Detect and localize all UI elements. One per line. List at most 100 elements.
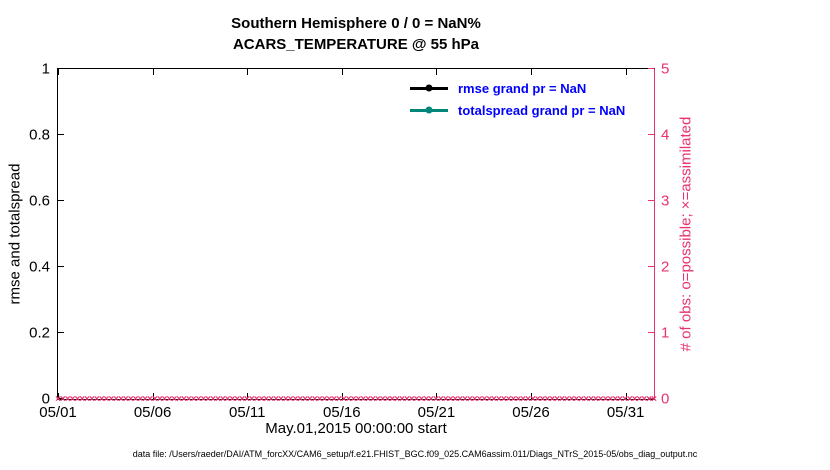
obs-assimilated-marker: × bbox=[476, 393, 483, 405]
obs-assimilated-marker: × bbox=[195, 393, 202, 405]
chart-title: Southern Hemisphere 0 / 0 = NaN% ACARS_T… bbox=[57, 13, 655, 55]
x-tick-label: 05/06 bbox=[133, 404, 172, 421]
obs-assimilated-marker: × bbox=[433, 393, 439, 405]
obs-assimilated-marker: × bbox=[437, 393, 444, 405]
obs-assimilated-marker: × bbox=[200, 393, 207, 405]
totalspread-line-marker-swatch bbox=[410, 108, 448, 112]
obs-assimilated-marker: × bbox=[520, 393, 527, 405]
obs-assimilated-marker: × bbox=[452, 393, 459, 405]
obs-assimilated-marker: × bbox=[277, 393, 284, 405]
obs-assimilated-marker: × bbox=[137, 393, 144, 405]
obs-assimilated-marker: × bbox=[554, 393, 560, 405]
y-left-tick-mark bbox=[58, 68, 64, 69]
y-left-tick-mark bbox=[58, 398, 64, 399]
obs-assimilated-marker: × bbox=[345, 393, 352, 405]
obs-assimilated-marker: × bbox=[505, 393, 512, 405]
obs-assimilated-marker: × bbox=[74, 393, 81, 405]
obs-assimilated-marker: × bbox=[287, 393, 294, 405]
x-tick-mark-top bbox=[625, 69, 627, 75]
obs-assimilated-marker: × bbox=[496, 393, 502, 405]
obs-assimilated-marker: × bbox=[631, 393, 638, 405]
obs-assimilated-marker: × bbox=[370, 393, 376, 405]
obs-assimilated-marker: × bbox=[210, 393, 216, 405]
obs-assimilated-marker: × bbox=[525, 393, 531, 405]
obs-assimilated-marker: × bbox=[84, 393, 90, 405]
y-left-tick-label: 0.4 bbox=[29, 258, 50, 276]
obs-assimilated-marker: × bbox=[413, 393, 420, 405]
title-line1: Southern Hemisphere 0 / 0 = NaN% bbox=[231, 15, 481, 32]
obs-assimilated-marker: × bbox=[641, 393, 648, 405]
obs-assimilated-marker: × bbox=[326, 393, 333, 405]
obs-assimilated-marker: × bbox=[651, 393, 657, 405]
x-tick-mark bbox=[625, 393, 627, 399]
obs-assimilated-marker: × bbox=[389, 393, 396, 405]
title-line2: ACARS_TEMPERATURE @ 55 hPa bbox=[232, 36, 480, 53]
obs-assimilated-marker: × bbox=[394, 393, 401, 405]
obs-assimilated-marker: × bbox=[166, 393, 173, 405]
y-right-tick-label: 2 bbox=[661, 258, 670, 276]
obs-assimilated-marker: × bbox=[622, 393, 628, 405]
obs-assimilated-marker: × bbox=[379, 393, 386, 405]
obs-assimilated-marker: × bbox=[481, 393, 488, 405]
obs-assimilated-marker: × bbox=[103, 393, 110, 405]
y-left-tick-label: 0.8 bbox=[29, 126, 50, 144]
obs-assimilated-marker: × bbox=[151, 393, 158, 405]
data-file-caption: data file: /Users/raeder/DAI/ATM_forcXX/… bbox=[132, 449, 698, 459]
x-tick-label: 05/31 bbox=[606, 404, 645, 421]
obs-assimilated-marker: × bbox=[161, 393, 168, 405]
obs-assimilated-marker: × bbox=[229, 393, 236, 405]
obs-assimilated-marker: × bbox=[311, 393, 318, 405]
obs-assimilated-marker: × bbox=[442, 393, 449, 405]
obs-assimilated-marker: × bbox=[466, 393, 473, 405]
obs-assimilated-marker: × bbox=[563, 393, 570, 405]
obs-assimilated-marker: × bbox=[268, 393, 275, 405]
obs-assimilated-marker: × bbox=[374, 393, 381, 405]
y-left-tick-mark bbox=[58, 134, 64, 135]
obs-assimilated-marker: × bbox=[263, 393, 270, 405]
obs-assimilated-marker: × bbox=[471, 393, 478, 405]
y-right-tick-mark bbox=[648, 266, 654, 267]
y-right-tick-mark bbox=[648, 68, 654, 69]
y-left-tick-mark bbox=[58, 332, 64, 333]
obs-assimilated-marker: × bbox=[132, 393, 139, 405]
obs-assimilated-marker: × bbox=[79, 393, 86, 405]
obs-assimilated-marker: × bbox=[244, 393, 250, 405]
obs-assimilated-marker: × bbox=[626, 393, 633, 405]
obs-assimilated-marker: × bbox=[122, 393, 129, 405]
legend-item-rmse: rmse grand pr = NaN bbox=[410, 80, 625, 96]
y-right-tick-label: 5 bbox=[661, 60, 670, 78]
obs-assimilated-marker: × bbox=[534, 393, 541, 405]
obs-assimilated-marker: × bbox=[55, 393, 61, 405]
x-tick-mark-top bbox=[152, 69, 154, 75]
obs-assimilated-marker: × bbox=[176, 393, 183, 405]
x-tick-label: 05/16 bbox=[323, 404, 361, 421]
right-y-axis-label: # of obs: o=possible; ×=assimilated bbox=[677, 116, 695, 352]
obs-assimilated-marker: × bbox=[239, 393, 246, 405]
obs-assimilated-marker: × bbox=[588, 393, 594, 405]
obs-assimilated-marker: × bbox=[321, 393, 328, 405]
x-tick-mark-top bbox=[247, 69, 249, 75]
obs-assimilated-marker: × bbox=[340, 393, 347, 405]
obs-assimilated-marker: × bbox=[214, 393, 221, 405]
x-tick-mark-top bbox=[58, 69, 59, 75]
obs-assimilated-marker: × bbox=[510, 393, 517, 405]
obs-assimilated-marker: × bbox=[156, 393, 163, 405]
obs-assimilated-marker: × bbox=[147, 393, 153, 405]
obs-assimilated-marker: × bbox=[190, 393, 197, 405]
obs-assimilated-marker: × bbox=[336, 393, 342, 405]
obs-assimilated-marker: × bbox=[171, 393, 178, 405]
obs-assimilated-marker: × bbox=[568, 393, 575, 405]
obs-assimilated-marker: × bbox=[418, 393, 425, 405]
obs-assimilated-marker: × bbox=[423, 393, 430, 405]
rmse-line-marker-swatch bbox=[410, 86, 448, 90]
obs-assimilated-marker: × bbox=[544, 393, 551, 405]
obs-assimilated-marker: × bbox=[583, 393, 590, 405]
plot-area: 05/01 05/06 05/11 05/16 05/21 05/26 05/31 0 0.2 0… bbox=[29, 61, 669, 422]
obs-assimilated-marker: × bbox=[539, 393, 546, 405]
obs-assimilated-marker: × bbox=[486, 393, 493, 405]
obs-assimilated-marker: × bbox=[578, 393, 585, 405]
obs-assimilated-marker: × bbox=[93, 393, 100, 405]
x-tick-mark bbox=[58, 393, 59, 399]
obs-assimilated-marker: × bbox=[224, 393, 231, 405]
